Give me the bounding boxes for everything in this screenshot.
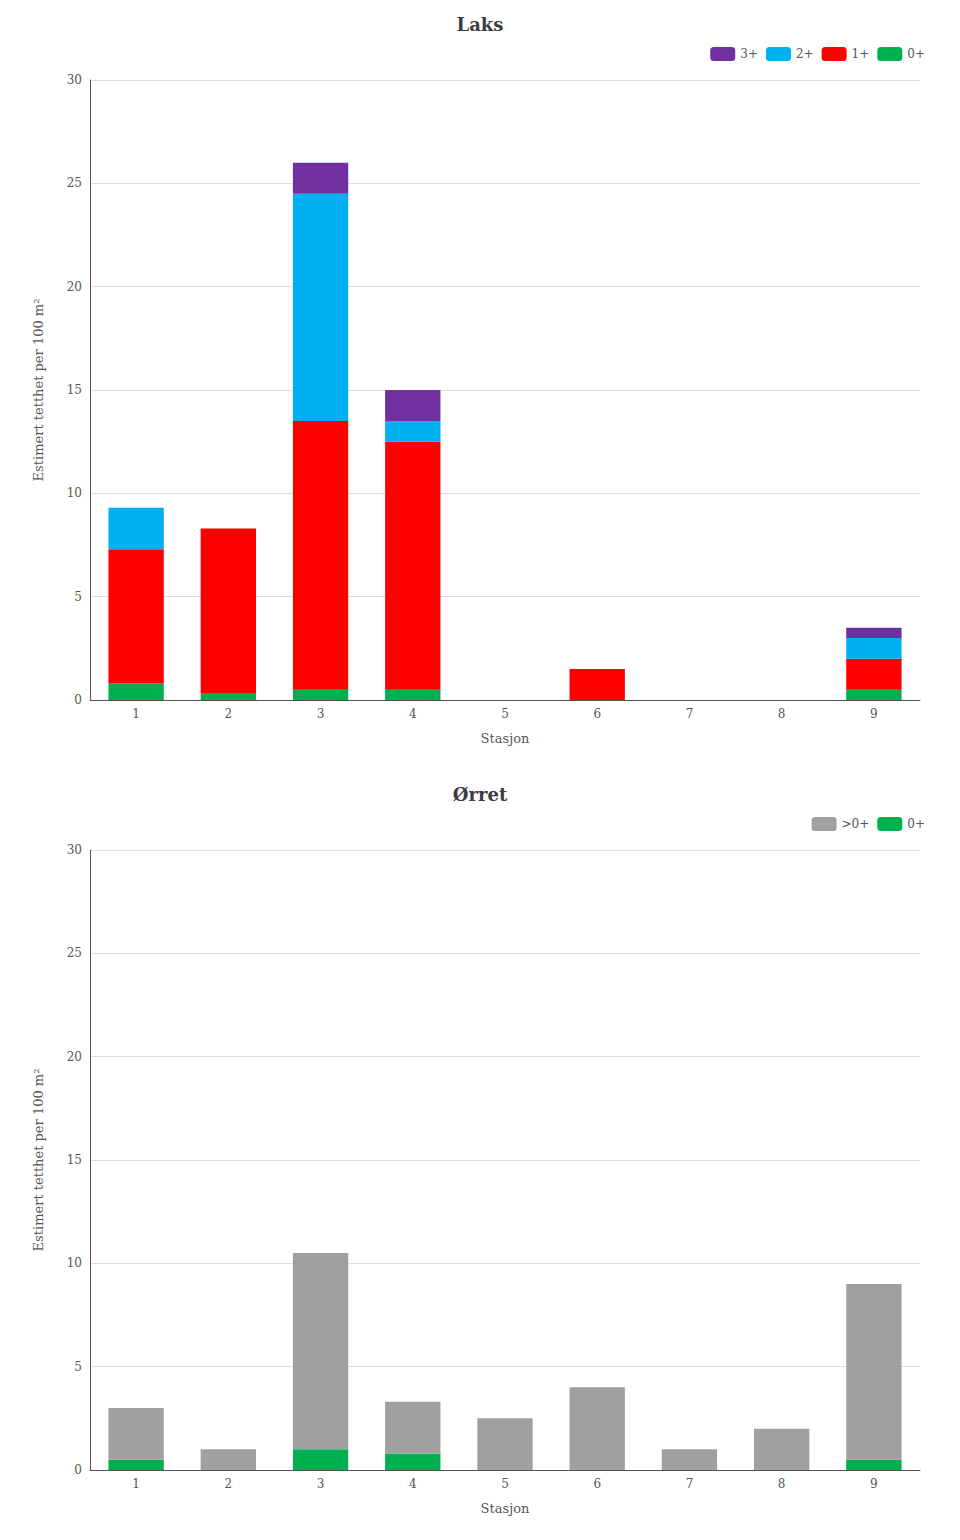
- svg-text:5: 5: [74, 590, 82, 604]
- svg-text:5: 5: [501, 1477, 509, 1491]
- svg-text:6: 6: [593, 707, 601, 721]
- svg-text:8: 8: [778, 707, 786, 721]
- svg-text:2: 2: [225, 1477, 233, 1491]
- svg-text:15: 15: [67, 1153, 82, 1167]
- svg-text:Estimert tetthet per 100 m²: Estimert tetthet per 100 m²: [31, 1069, 46, 1252]
- svg-text:3+: 3+: [740, 47, 758, 61]
- svg-text:Laks: Laks: [457, 14, 504, 35]
- svg-text:6: 6: [593, 1477, 601, 1491]
- svg-text:20: 20: [67, 280, 82, 294]
- svg-text:15: 15: [67, 383, 82, 397]
- svg-text:7: 7: [686, 707, 694, 721]
- svg-text:0: 0: [74, 693, 82, 707]
- svg-text:25: 25: [67, 176, 82, 190]
- svg-text:1: 1: [132, 1477, 140, 1491]
- svg-text:30: 30: [67, 73, 82, 87]
- svg-text:7: 7: [686, 1477, 694, 1491]
- svg-text:3: 3: [317, 707, 325, 721]
- svg-text:20: 20: [67, 1050, 82, 1064]
- svg-text:30: 30: [67, 843, 82, 857]
- svg-text:2+: 2+: [796, 47, 814, 61]
- svg-text:1+: 1+: [852, 47, 870, 61]
- svg-text:5: 5: [74, 1360, 82, 1374]
- svg-text:9: 9: [870, 1477, 878, 1491]
- svg-text:0+: 0+: [907, 47, 925, 61]
- svg-text:2: 2: [225, 707, 233, 721]
- svg-text:>0+: >0+: [842, 817, 870, 831]
- svg-text:3: 3: [317, 1477, 325, 1491]
- svg-text:9: 9: [870, 707, 878, 721]
- svg-text:10: 10: [67, 1256, 82, 1270]
- svg-text:25: 25: [67, 946, 82, 960]
- svg-text:0+: 0+: [907, 817, 925, 831]
- svg-text:8: 8: [778, 1477, 786, 1491]
- svg-text:10: 10: [67, 486, 82, 500]
- svg-text:Estimert tetthet per 100 m²: Estimert tetthet per 100 m²: [31, 299, 46, 482]
- svg-text:5: 5: [501, 707, 509, 721]
- svg-text:0: 0: [74, 1463, 82, 1477]
- svg-text:Ørret: Ørret: [453, 784, 508, 805]
- svg-text:Stasjon: Stasjon: [481, 731, 530, 746]
- svg-text:1: 1: [132, 707, 140, 721]
- svg-text:4: 4: [409, 707, 417, 721]
- svg-text:Stasjon: Stasjon: [481, 1501, 530, 1516]
- svg-text:4: 4: [409, 1477, 417, 1491]
